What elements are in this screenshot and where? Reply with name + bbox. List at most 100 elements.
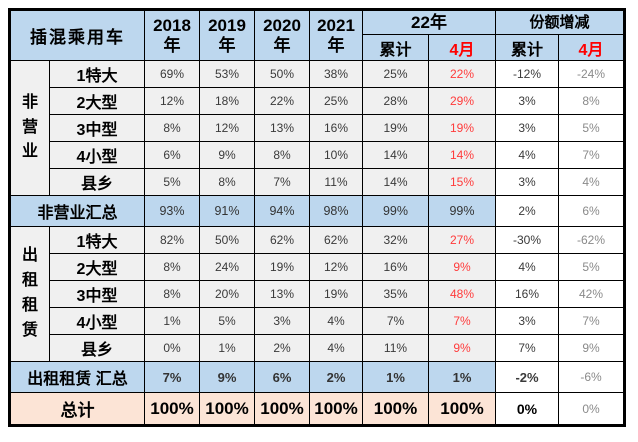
year-suffix: 年 (273, 35, 291, 55)
cell-2018: 0% (144, 334, 200, 362)
cell-share-april: 42% (558, 280, 625, 308)
row-label: 县乡 (49, 168, 145, 196)
cell-22april: 15% (428, 168, 496, 196)
cell-2021: 11% (309, 168, 363, 196)
cell-22ytd: 99% (362, 195, 429, 227)
cell-2020: 6% (254, 361, 310, 393)
cell-2019: 18% (199, 87, 255, 115)
cell-share-ytd: -30% (495, 226, 559, 254)
cell-2018: 5% (144, 168, 200, 196)
cell-share-ytd: -12% (495, 60, 559, 88)
cell-2021: 100% (309, 392, 363, 426)
table-row: 2大型 8% 24% 19% 12% 16% 9% 4% 5% (10, 253, 625, 281)
cell-2020: 8% (254, 141, 310, 169)
cell-22april: 9% (428, 334, 496, 362)
year-suffix: 年 (163, 35, 181, 55)
year-number: 2019 (208, 15, 246, 35)
group-label-non-commercial: 非营业 (9, 60, 50, 196)
row-label: 1特大 (49, 60, 145, 88)
summary-row-non-commercial: 非营业汇总 93% 91% 94% 98% 99% 99% 2% 6% (9, 195, 625, 227)
cell-2019: 8% (199, 168, 255, 196)
table-row: 县乡 5% 8% 7% 11% 14% 15% 3% 4% (10, 168, 625, 196)
cell-2019: 9% (199, 141, 255, 169)
cell-2021: 16% (309, 114, 363, 142)
cell-2019: 53% (199, 60, 255, 88)
cell-22april: 48% (428, 280, 496, 308)
row-label: 3中型 (49, 114, 145, 142)
cell-2021: 38% (309, 60, 363, 88)
cell-share-april: 9% (558, 334, 625, 362)
cell-share-april: 5% (558, 114, 625, 142)
cell-share-ytd: 3% (495, 114, 559, 142)
cell-2018: 7% (144, 361, 200, 393)
cell-22ytd: 32% (362, 226, 429, 254)
table-row: 3中型 8% 20% 13% 19% 35% 48% 16% 42% (10, 280, 625, 308)
cell-2019: 50% (199, 226, 255, 254)
cell-2021: 62% (309, 226, 363, 254)
cell-2018: 82% (144, 226, 200, 254)
cell-22ytd: 1% (362, 361, 429, 393)
cell-share-ytd: 3% (495, 307, 559, 335)
cell-share-april: 8% (558, 87, 625, 115)
cell-2020: 94% (254, 195, 310, 227)
cell-share-ytd: 4% (495, 253, 559, 281)
cell-share-april: -24% (558, 60, 625, 88)
cell-2021: 98% (309, 195, 363, 227)
cell-22ytd: 16% (362, 253, 429, 281)
cell-2018: 8% (144, 114, 200, 142)
cell-share-ytd: 4% (495, 141, 559, 169)
phev-share-table: 插混乘用车 2018 年 2019 年 2020 年 2021 年 22年 份额… (8, 8, 626, 427)
cell-2018: 93% (144, 195, 200, 227)
cell-22ytd: 7% (362, 307, 429, 335)
cell-2020: 22% (254, 87, 310, 115)
table-title-cell: 插混乘用车 (9, 9, 145, 61)
cell-share-ytd: 2% (495, 195, 559, 227)
cell-2020: 13% (254, 280, 310, 308)
cell-share-ytd: 0% (495, 392, 559, 426)
header-year-2019: 2019 年 (199, 9, 255, 61)
cell-2019: 9% (199, 361, 255, 393)
cell-2021: 12% (309, 253, 363, 281)
total-label: 总计 (9, 392, 145, 426)
cell-share-april: -62% (558, 226, 625, 254)
table-row: 4小型 1% 5% 3% 4% 7% 7% 3% 7% (10, 307, 625, 335)
table-row: 非营业 1特大 69% 53% 50% 38% 25% 22% -12% -24… (9, 60, 625, 196)
cell-22ytd: 14% (362, 168, 429, 196)
cell-2021: 4% (309, 307, 363, 335)
cell-2018: 8% (144, 253, 200, 281)
cell-22april: 29% (428, 87, 496, 115)
cell-2018: 8% (144, 280, 200, 308)
cell-22april: 100% (428, 392, 496, 426)
cell-2020: 13% (254, 114, 310, 142)
cell-share-ytd: 3% (495, 168, 559, 196)
cell-share-april: 7% (558, 141, 625, 169)
header-share-change: 份额增减 (495, 9, 625, 35)
cell-2018: 6% (144, 141, 200, 169)
cell-2018: 100% (144, 392, 200, 426)
cell-2020: 62% (254, 226, 310, 254)
table-row: 4小型 6% 9% 8% 10% 14% 14% 4% 7% (10, 141, 625, 169)
cell-22ytd: 25% (362, 60, 429, 88)
header-year-2021: 2021 年 (309, 9, 363, 61)
cell-22april: 7% (428, 307, 496, 335)
cell-share-april: 4% (558, 168, 625, 196)
table-row: 3中型 8% 12% 13% 16% 19% 19% 3% 5% (10, 114, 625, 142)
row-label: 4小型 (49, 307, 145, 335)
cell-22ytd: 35% (362, 280, 429, 308)
summary-label: 非营业汇总 (9, 195, 145, 227)
cell-2019: 1% (199, 334, 255, 362)
year-number: 2018 (153, 15, 191, 35)
cell-share-april: 5% (558, 253, 625, 281)
table-row: 出租租赁 1特大 82% 50% 62% 62% 32% 27% -30% -6… (9, 226, 625, 362)
row-label: 1特大 (49, 226, 145, 254)
cell-2018: 69% (144, 60, 200, 88)
cell-2021: 2% (309, 361, 363, 393)
row-label: 2大型 (49, 253, 145, 281)
cell-share-april: 0% (558, 392, 625, 426)
header-share-april: 4月 (558, 34, 625, 61)
cell-22ytd: 28% (362, 87, 429, 115)
cell-2019: 24% (199, 253, 255, 281)
cell-22april: 19% (428, 114, 496, 142)
header-22year: 22年 (362, 9, 496, 35)
